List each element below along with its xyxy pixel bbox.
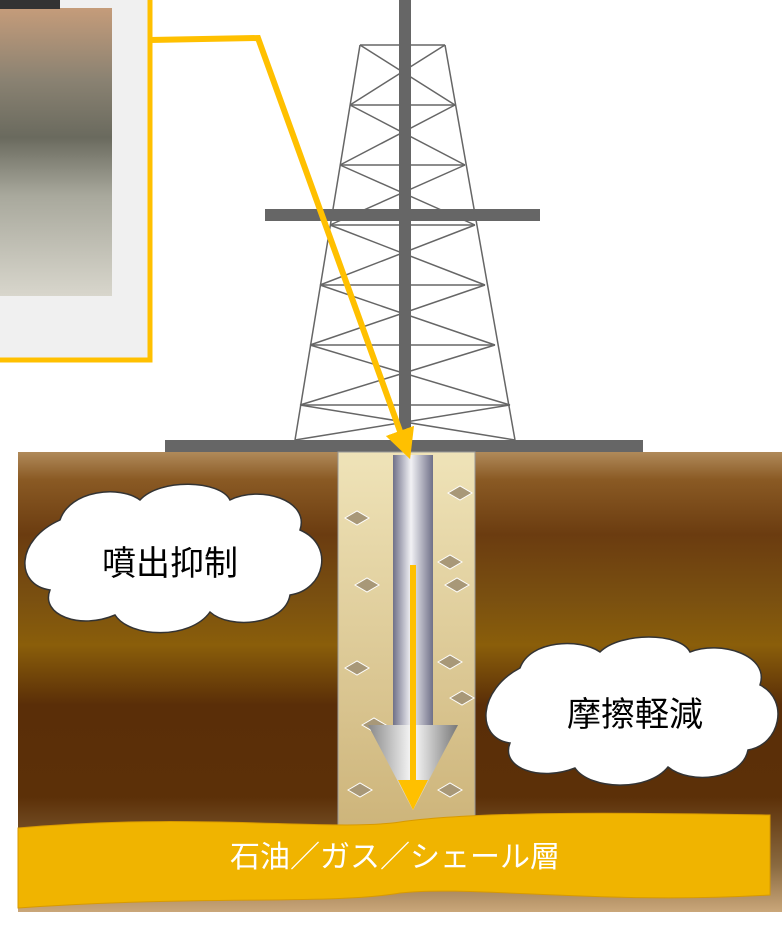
cloud-left <box>24 483 323 634</box>
kelly <box>399 0 411 455</box>
photo-tab <box>0 0 60 9</box>
cuttings <box>344 485 475 798</box>
callout-label: 噴出抑制 <box>102 544 238 584</box>
photo-border <box>0 0 153 363</box>
reservoir-layer <box>17 812 771 909</box>
callout-label: 摩擦軽減 <box>567 695 703 735</box>
layer-label: 石油／ガス／シェール層 <box>230 840 560 875</box>
photo <box>0 8 112 296</box>
flow-arrow <box>149 34 415 460</box>
cloud-right <box>485 636 779 786</box>
